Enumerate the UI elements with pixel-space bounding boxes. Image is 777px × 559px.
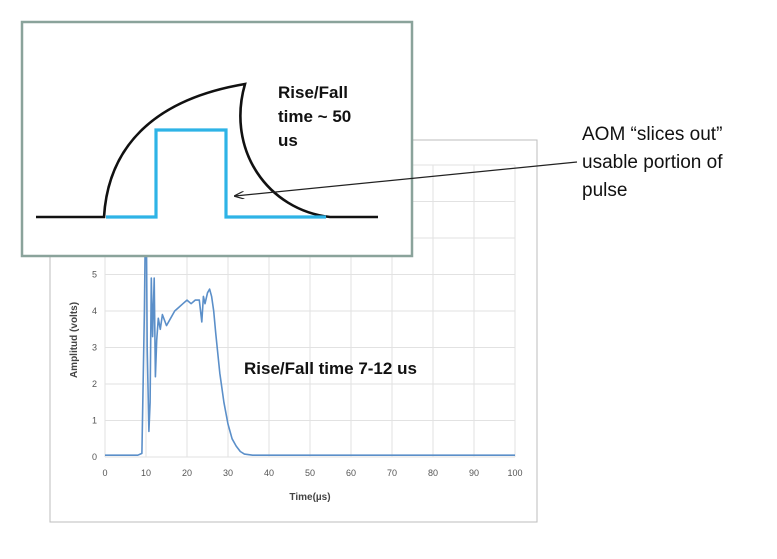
x-axis-title: Time(µs) [289, 492, 330, 503]
x-tick-label: 30 [223, 468, 233, 478]
callout-line-3: pulse [582, 180, 627, 201]
y-tick-label: 4 [92, 306, 97, 316]
x-tick-label: 50 [305, 468, 315, 478]
x-tick-label: 60 [346, 468, 356, 478]
y-tick-label: 5 [92, 270, 97, 280]
y-tick-label: 0 [92, 452, 97, 462]
scope-series-line [105, 171, 515, 457]
x-tick-labels: 0 10 20 30 40 50 60 70 80 90 100 [102, 468, 522, 478]
measured-rise-fall-annotation: Rise/Fall time 7-12 us [244, 359, 417, 378]
x-tick-label: 0 [102, 468, 107, 478]
schematic-rise-fall-line-2: time ~ 50 [278, 107, 351, 126]
callout-arrow [235, 161, 578, 196]
x-tick-label: 20 [182, 468, 192, 478]
y-axis-title: Amplitud (volts) [69, 302, 80, 378]
schematic-aom-gate-pulse [106, 128, 326, 219]
x-tick-label: 90 [469, 468, 479, 478]
x-tick-label: 70 [387, 468, 397, 478]
x-tick-label: 80 [428, 468, 438, 478]
x-tick-label: 10 [141, 468, 151, 478]
callout-line-2: usable portion of [582, 152, 723, 173]
y-tick-label: 1 [92, 416, 97, 426]
y-tick-label: 3 [92, 343, 97, 353]
schematic-pulse-diagram: Rise/Fall time ~ 50 us [36, 82, 378, 219]
callout-line-1: AOM “slices out” [582, 124, 722, 145]
x-tick-label: 40 [264, 468, 274, 478]
inset-schematic-box [20, 20, 414, 258]
schematic-rise-fall-line-3: us [278, 131, 298, 150]
y-tick-label: 2 [92, 379, 97, 389]
schematic-rise-fall-line-1: Rise/Fall [278, 83, 348, 102]
schematic-rf-pulse-curve [36, 82, 378, 219]
x-tick-label: 100 [507, 468, 522, 478]
